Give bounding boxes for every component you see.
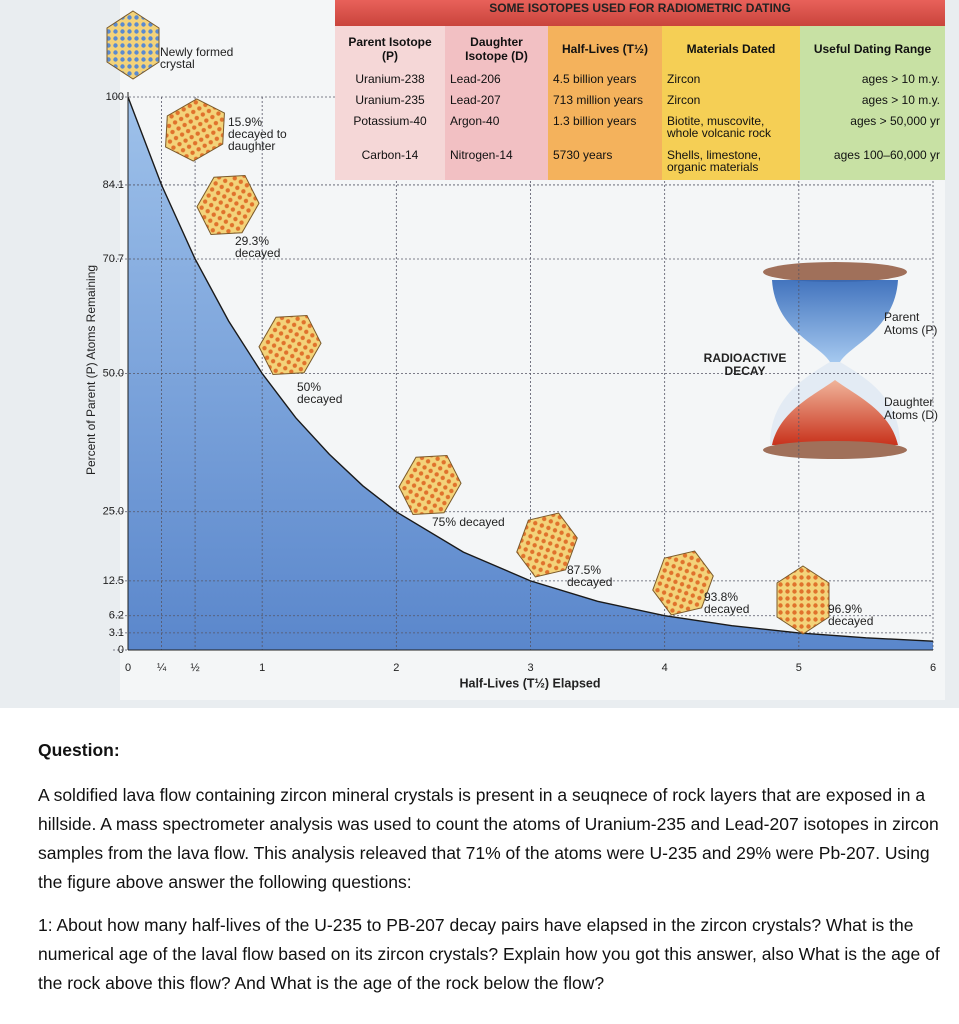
x-tick-label: 4 [662,662,668,674]
table-cell: Uranium-235 [335,93,445,114]
table-cell: 4.5 billion years [548,72,662,93]
x-tick-label: 5 [796,662,802,674]
table-cell: Biotite, muscovite, whole volcanic rock [662,114,800,148]
question-block: Question: A soldified lava flow containi… [38,736,943,1012]
table-row: Potassium-40 Argon-40 1.3 billion years Bio… [335,114,946,148]
x-axis-label: Half-Lives (T½) Elapsed [459,676,600,690]
crystal [516,512,578,578]
x-tick-label: 1 [259,662,265,674]
hourglass-top-label: Parent Atoms (P) [884,310,938,337]
crystal [106,10,160,80]
table-cell: ages > 10 m.y. [800,93,946,114]
table-cell: Shells, limestone, organic materials [662,148,800,180]
table-cell: ages 100–60,000 yr [800,148,946,180]
crystal [776,565,830,635]
x-tick-label: 0 [125,662,131,674]
crystal [165,98,225,162]
annotation: 93.8% decayed [704,590,750,616]
table-header: Parent Isotope (P) [335,26,445,72]
table-cell: 5730 years [548,148,662,180]
y-axis-label: Percent of Parent (P) Atoms Remaining [84,265,98,475]
question-heading: Question: [38,740,120,760]
x-tick-label: 3 [527,662,533,674]
x-tick-label: 6 [930,662,936,674]
table-cell: 1.3 billion years [548,114,662,148]
table-cell: Lead-207 [445,93,548,114]
hourglass-title: RADIOACTIVE DECAY [703,351,787,378]
table-cell: Carbon-14 [335,148,445,180]
table-row: Uranium-238 Lead-206 4.5 billion years Zirc… [335,72,946,93]
table-title: SOME ISOTOPES USED FOR RADIOMETRIC DATIN… [335,0,946,26]
table-header: Materials Dated [662,26,800,72]
table-cell: 713 million years [548,93,662,114]
question-text: A soldified lava flow containing zircon … [38,785,939,892]
y-tick-label: 12.5 [103,575,124,587]
y-tick-label: 3.1 [109,627,124,639]
table-cell: ages > 50,000 yr [800,114,946,148]
y-tick-label: 84.1 [103,179,124,191]
table-cell: ages > 10 m.y. [800,72,946,93]
table-header: Half-Lives (T½) [548,26,662,72]
x-tick-label: ¼ [157,662,167,674]
y-tick-label: 0 [118,644,124,656]
annotation: Newly formed crystal [160,45,234,71]
table-cell: Potassium-40 [335,114,445,148]
annotation: 15.9% decayed to daughter [228,115,287,153]
table-header: Daughter Isotope (D) [445,26,548,72]
hourglass [763,262,907,459]
hourglass-bottom-label: Daughter Atoms (D) [884,395,938,422]
y-tick-label: 70.7 [103,253,124,265]
y-tick-label: 6.2 [109,610,124,622]
y-tick-label: 50.0 [103,367,124,379]
annotation: 87.5% decayed [567,563,613,589]
line [127,96,934,642]
table-row: Uranium-235 Lead-207 713 million years Zirc… [335,93,946,114]
crystal [258,315,322,375]
question-item: 1: About how many half-lives of the U-23… [38,915,940,993]
crystal [196,175,260,235]
isotope-table: SOME ISOTOPES USED FOR RADIOMETRIC DATIN… [335,0,946,180]
table-cell: Zircon [662,72,800,93]
crystal [398,455,462,515]
table-cell: Lead-206 [445,72,548,93]
crystal [652,550,714,616]
y-tick-label: 25.0 [103,506,124,518]
table-cell: Zircon [662,93,800,114]
annotation: 75% decayed [432,515,505,529]
table-row: Carbon-14 Nitrogen-14 5730 years Shells, li… [335,148,946,180]
annotation: 50% decayed [297,380,343,406]
annotation: 96.9% decayed [828,602,874,628]
x-tick-label: ½ [190,662,199,674]
y-tick-label: 100 [106,91,124,103]
x-tick-label: 2 [393,662,399,674]
table-cell: Uranium-238 [335,72,445,93]
table-cell: Argon-40 [445,114,548,148]
table-cell: Nitrogen-14 [445,148,548,180]
annotation: 29.3% decayed [235,234,281,260]
table-header: Useful Dating Range [800,26,946,72]
